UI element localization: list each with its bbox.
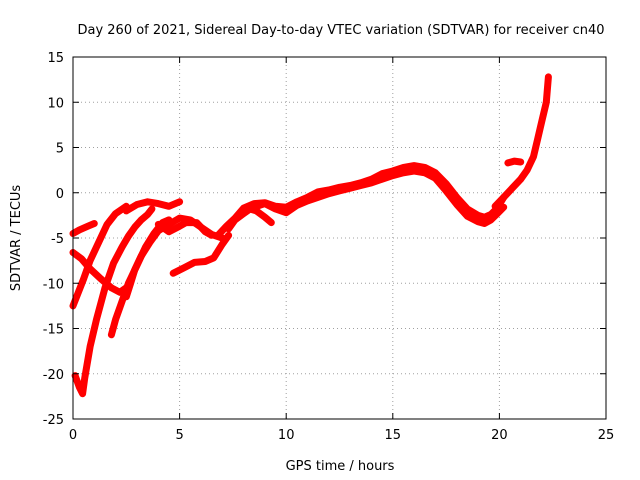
y-tick-label: -20 — [43, 368, 64, 383]
trace-late — [491, 73, 552, 210]
y-tick-label: -5 — [51, 232, 64, 247]
axis-ticks: 0 5 10 15 20 25 -25 -20 -15 -10 -5 0 5 10 15 — [43, 51, 615, 443]
trace-descending — [69, 249, 130, 296]
y-tick-label: -10 — [43, 277, 64, 292]
x-tick-label: 5 — [175, 428, 183, 443]
y-tick-label: 15 — [47, 51, 64, 66]
x-tick-label: 15 — [385, 428, 402, 443]
trace-mid-low — [154, 219, 216, 239]
trace-bump — [169, 231, 233, 277]
trace-main — [214, 162, 508, 239]
grid — [73, 57, 606, 419]
y-tick-label: 0 — [56, 187, 64, 202]
y-axis-label: SDTVAR / TECUs — [9, 185, 24, 292]
x-tick-label: 25 — [598, 428, 615, 443]
trace-main-lower — [250, 167, 508, 227]
trace-B — [71, 205, 156, 398]
trace-C — [107, 216, 173, 339]
trace-late-short — [504, 157, 525, 167]
y-tick-label: -15 — [43, 323, 64, 338]
x-tick-label: 0 — [69, 428, 77, 443]
y-tick-label: 5 — [56, 142, 64, 157]
trace-mid-high — [122, 198, 184, 215]
y-tick-label: 10 — [47, 96, 64, 111]
x-tick-label: 10 — [278, 428, 295, 443]
chart-title: Day 260 of 2021, Sidereal Day-to-day VTE… — [77, 23, 604, 38]
x-axis-label: GPS time / hours — [286, 459, 395, 474]
trace-early-flat — [69, 220, 98, 237]
trace-A — [69, 202, 130, 310]
data-layer — [69, 73, 552, 398]
y-tick-label: -25 — [43, 413, 64, 428]
x-tick-label: 20 — [491, 428, 508, 443]
